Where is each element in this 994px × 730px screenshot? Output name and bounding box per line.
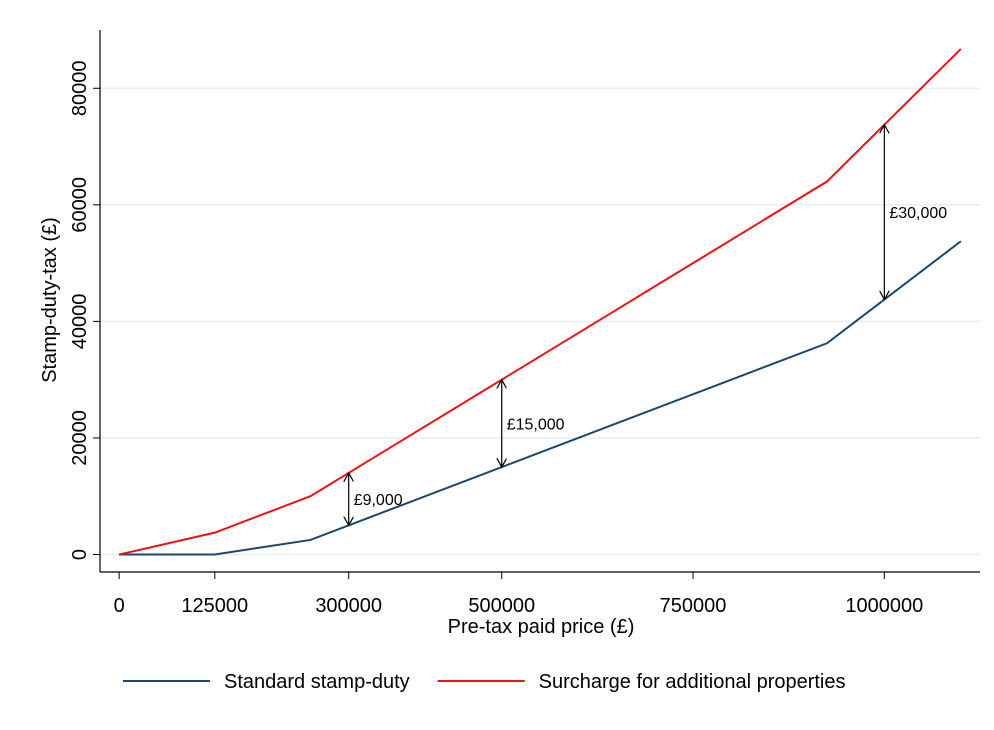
y-tick-label: 80000 (69, 60, 91, 116)
x-tick-label: 0 (114, 595, 125, 617)
annotation-label: £30,000 (889, 205, 947, 222)
plot: £9,000 £15,000 £30,000 (118, 48, 962, 556)
x-tick-label: 750000 (660, 595, 727, 617)
series-line (119, 240, 962, 556)
grid: 0 20000 40000 60000 80000 0 125000 300000 500000… (69, 30, 980, 617)
series-line (118, 48, 962, 556)
legend: Standard stamp-duty Surcharge for additio… (123, 671, 846, 693)
y-tick-label: 20000 (69, 410, 91, 466)
legend-label: Surcharge for additional properties (539, 671, 846, 693)
annotation-label: £15,000 (507, 416, 565, 433)
annotation-label: £9,000 (354, 492, 403, 509)
x-tick-label: 125000 (181, 595, 248, 617)
x-tick-label: 500000 (468, 595, 535, 617)
y-tick-label: 60000 (69, 177, 91, 233)
legend-label: Standard stamp-duty (224, 671, 410, 693)
x-tick-label: 300000 (315, 595, 382, 617)
y-axis-title: Stamp-duty-tax (£) (39, 217, 61, 383)
y-tick-label: 0 (69, 549, 91, 560)
x-tick-label: 1000000 (845, 595, 923, 617)
y-tick-label: 40000 (69, 294, 91, 350)
x-axis-title: Pre-tax paid price (£) (448, 616, 635, 638)
